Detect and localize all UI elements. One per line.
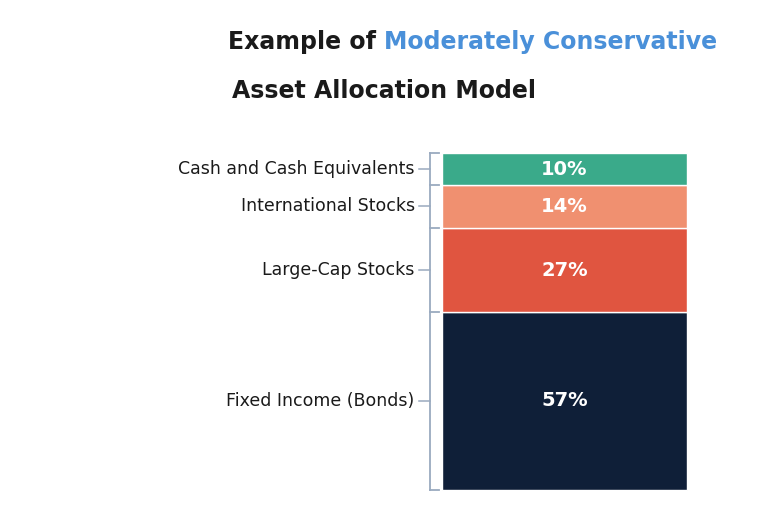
Bar <box>442 153 687 185</box>
Text: 27%: 27% <box>541 261 588 280</box>
Text: Cash and Cash Equivalents: Cash and Cash Equivalents <box>178 160 415 178</box>
Text: 10%: 10% <box>541 159 588 179</box>
Text: Asset Allocation Model: Asset Allocation Model <box>232 79 536 103</box>
Text: Fixed Income (Bonds): Fixed Income (Bonds) <box>227 392 415 410</box>
Bar <box>442 185 687 228</box>
Bar <box>442 312 687 490</box>
Text: Moderately Conservative: Moderately Conservative <box>384 30 717 54</box>
Text: International Stocks: International Stocks <box>240 198 415 215</box>
Text: Example of: Example of <box>228 30 384 54</box>
Text: Large-Cap Stocks: Large-Cap Stocks <box>263 261 415 279</box>
Text: 57%: 57% <box>541 392 588 410</box>
Bar <box>442 228 687 312</box>
Text: 14%: 14% <box>541 197 588 216</box>
